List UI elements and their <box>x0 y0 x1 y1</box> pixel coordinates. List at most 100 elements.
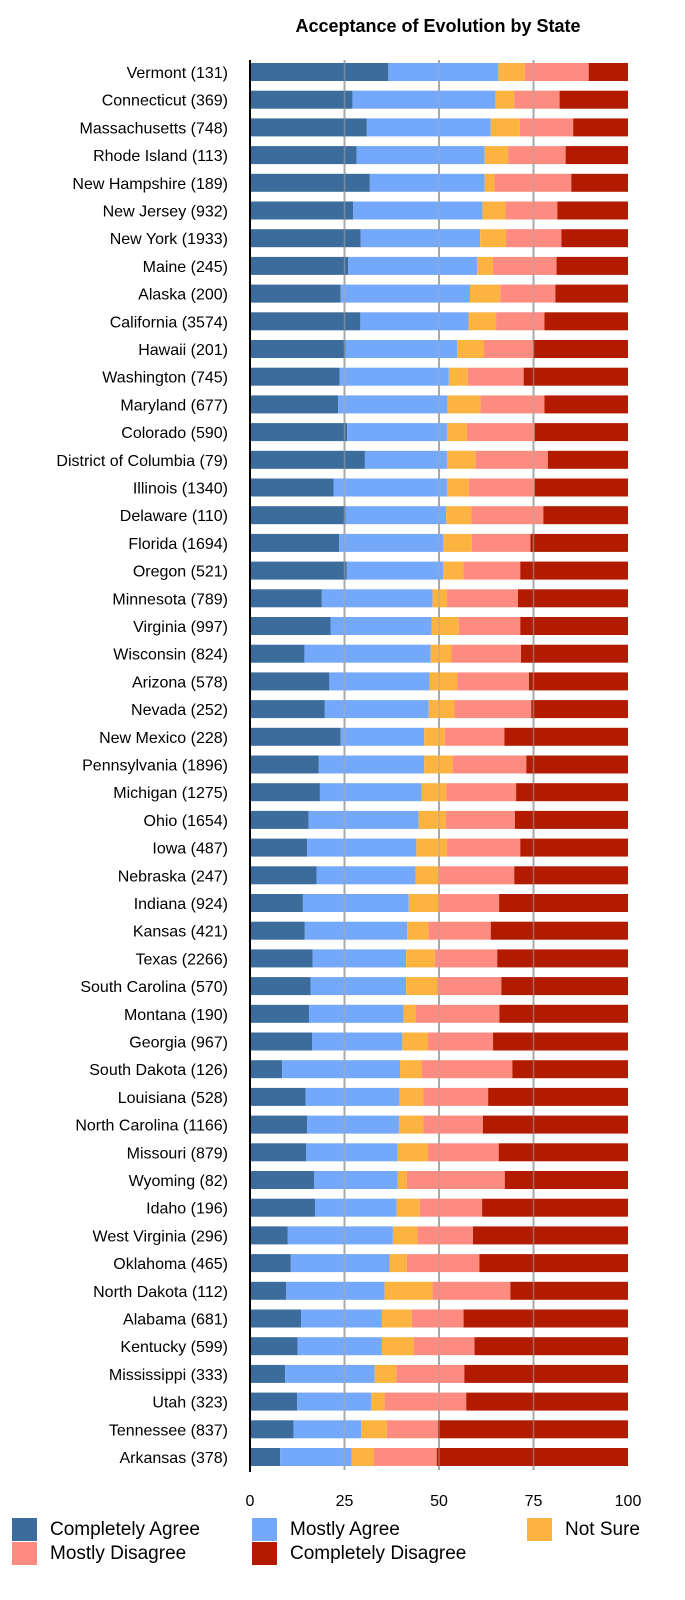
bar-segment-completely-disagree <box>547 450 628 469</box>
category-label: Louisiana (528) <box>118 1090 228 1107</box>
bar-segment-not-sure <box>482 201 506 220</box>
bar-row <box>250 949 628 968</box>
bar-segment-not-sure <box>397 1143 429 1162</box>
bar-segment-not-sure <box>431 617 459 635</box>
bar-row <box>250 1198 628 1217</box>
bar-segment-completely-agree <box>250 921 305 940</box>
bar-segment-mostly-disagree <box>439 894 500 912</box>
bar-segment-completely-agree <box>250 1309 302 1328</box>
bar-segment-completely-agree <box>250 644 305 663</box>
bar-segment-completely-disagree <box>499 1004 628 1023</box>
bar-segment-mostly-disagree <box>446 838 521 857</box>
bar-segment-completely-agree <box>250 783 320 802</box>
bar-segment-mostly-disagree <box>475 450 548 469</box>
bar-segment-not-sure <box>415 866 439 885</box>
bar-segment-not-sure <box>398 1115 424 1134</box>
bar-segment-mostly-agree <box>369 173 485 192</box>
category-label: Pennsylvania (1896) <box>82 758 228 775</box>
category-label: Georgia (967) <box>129 1035 228 1052</box>
category-label: Montana (190) <box>124 1007 228 1024</box>
bar-segment-mostly-agree <box>345 506 447 525</box>
bar-segment-not-sure <box>381 1309 412 1328</box>
bar-segment-completely-disagree <box>521 644 628 663</box>
bar-segment-not-sure <box>418 810 446 829</box>
bar-segment-not-sure <box>408 894 439 912</box>
bar-segment-mostly-agree <box>297 1392 372 1411</box>
bar-segment-completely-agree <box>250 506 346 525</box>
bar-segment-completely-agree <box>250 146 357 165</box>
bar-segment-mostly-agree <box>301 1309 382 1328</box>
legend-swatch <box>252 1518 277 1541</box>
bar-segment-mostly-agree <box>280 1448 352 1466</box>
bar-segment-completely-disagree <box>463 1309 628 1328</box>
bar-segment-completely-disagree <box>466 1392 628 1411</box>
bar-segment-completely-disagree <box>555 284 628 303</box>
bar-segment-completely-disagree <box>479 1254 628 1273</box>
bar-segment-mostly-disagree <box>423 1087 489 1106</box>
category-label: Florida (1694) <box>128 536 228 553</box>
category-label: Connecticut (369) <box>102 93 228 110</box>
bar-row <box>250 894 628 912</box>
category-labels: Vermont (131) Connecticut (369) Massachuse… <box>56 65 228 1467</box>
legend: Completely Agree Mostly Agree Not Sure M… <box>0 1518 685 1598</box>
bar-row <box>250 118 628 137</box>
bar-segment-completely-agree <box>250 727 341 746</box>
bar-row <box>250 1171 628 1189</box>
bar-segment-not-sure <box>397 1171 407 1189</box>
bar-segment-completely-disagree <box>504 727 628 746</box>
bar-segment-completely-agree <box>250 312 361 331</box>
bar-segment-not-sure <box>406 977 438 996</box>
bar-segment-completely-disagree <box>497 949 628 968</box>
bar-row <box>250 533 628 552</box>
legend-item-completely-disagree: Completely Disagree <box>252 1542 466 1565</box>
bar-segment-completely-agree <box>250 838 308 857</box>
bar-segment-mostly-disagree <box>446 589 519 608</box>
bar-segment-completely-disagree <box>512 1060 628 1079</box>
bar-segment-mostly-agree <box>360 312 469 331</box>
bar-segment-mostly-agree <box>308 810 419 829</box>
bar-segment-completely-agree <box>250 284 341 303</box>
category-label: Wyoming (82) <box>129 1173 228 1190</box>
category-label: Hawaii (201) <box>138 342 228 359</box>
bar-segment-mostly-disagree <box>454 700 532 719</box>
bar-segment-not-sure <box>480 229 506 248</box>
bar-segment-mostly-agree <box>286 1281 385 1300</box>
bar-segment-mostly-disagree <box>458 617 521 635</box>
bar-segment-completely-agree <box>250 478 334 497</box>
bar-segment-completely-agree <box>250 1254 291 1273</box>
bar-row <box>250 450 628 469</box>
bar-row <box>250 1337 628 1356</box>
category-label: Virginia (997) <box>133 619 228 636</box>
category-label: Maine (245) <box>143 259 228 276</box>
category-label: Delaware (110) <box>120 508 228 525</box>
bar-segment-mostly-disagree <box>434 949 498 968</box>
bar-segment-mostly-agree <box>312 949 407 968</box>
bar-segment-completely-agree <box>250 866 317 885</box>
bar-segment-not-sure <box>421 783 447 802</box>
bar-segment-mostly-disagree <box>480 395 545 414</box>
bar-segment-mostly-agree <box>305 1087 400 1106</box>
bar-row <box>250 644 628 663</box>
bar-segment-not-sure <box>446 450 476 469</box>
bar-segment-completely-agree <box>250 1060 283 1079</box>
bars <box>250 60 628 1470</box>
bar-segment-mostly-disagree <box>500 284 556 303</box>
bar-segment-not-sure <box>392 1226 418 1245</box>
bar-segment-mostly-agree <box>308 1004 404 1023</box>
bar-segment-completely-disagree <box>482 1115 628 1134</box>
bar-segment-completely-agree <box>250 1143 307 1162</box>
bar-segment-mostly-agree <box>338 395 448 414</box>
bar-segment-mostly-disagree <box>483 340 534 358</box>
chart-title: Acceptance of Evolution by State <box>295 16 580 36</box>
bar-segment-mostly-disagree <box>411 1309 464 1328</box>
bar-segment-not-sure <box>424 727 445 746</box>
bar-segment-mostly-agree <box>330 617 432 635</box>
bar-segment-not-sure <box>403 1004 416 1023</box>
bar-segment-mostly-disagree <box>417 1226 474 1245</box>
bar-row <box>250 146 628 165</box>
bar-row <box>250 561 628 580</box>
bar-row <box>250 478 628 497</box>
bar-segment-completely-agree <box>250 755 319 774</box>
bar-segment-not-sure <box>407 921 429 940</box>
bar-segment-not-sure <box>384 1281 433 1300</box>
